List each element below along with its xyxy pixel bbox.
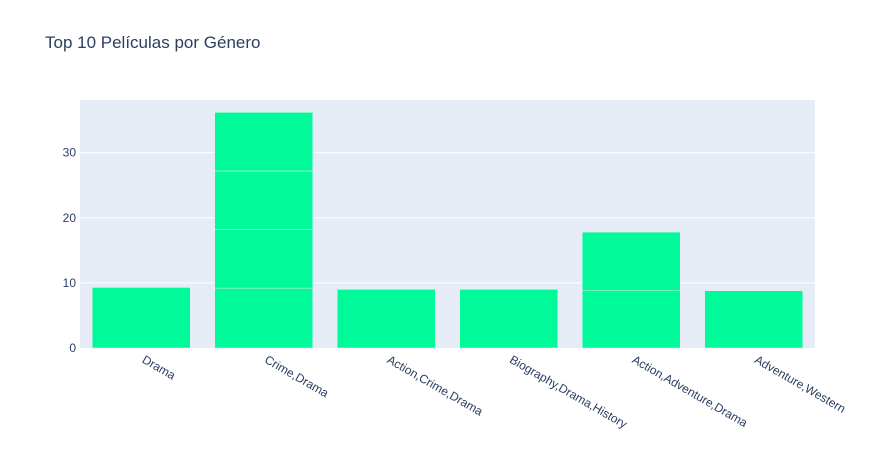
bar-segment[interactable] xyxy=(337,289,436,349)
y-tick-label: 10 xyxy=(63,276,77,290)
x-tick-label: Drama xyxy=(140,352,178,382)
x-tick-label: Biography,Drama,History xyxy=(507,352,629,431)
x-tick-label: Action,Crime,Drama xyxy=(385,352,486,418)
bar-segment[interactable] xyxy=(582,231,681,291)
bar-segment[interactable] xyxy=(214,112,313,172)
y-tick-label: 0 xyxy=(69,341,76,355)
gridlines xyxy=(80,152,815,284)
chart-title: Top 10 Películas por Género xyxy=(45,33,261,52)
bar-segment[interactable] xyxy=(459,289,558,349)
x-tick-label: Crime,Drama xyxy=(262,352,331,400)
y-tick-label: 20 xyxy=(63,211,77,225)
x-axis-ticks: Drama Crime,Drama Action,Crime,Drama Biogra… xyxy=(140,352,848,431)
y-tick-label: 30 xyxy=(63,146,77,160)
y-axis-ticks: 0 10 20 30 xyxy=(63,146,77,355)
x-tick-label: Action,Adventure,Drama xyxy=(630,352,750,430)
x-tick-label: Adventure,Western xyxy=(752,352,848,415)
bars xyxy=(92,112,803,349)
bar-segment[interactable] xyxy=(92,287,191,349)
bar-segment[interactable] xyxy=(582,290,681,349)
bar-segment[interactable] xyxy=(214,287,313,349)
bar-segment[interactable] xyxy=(214,170,313,230)
bar-segment[interactable] xyxy=(704,290,803,349)
bar-segment[interactable] xyxy=(214,229,313,289)
plot-background xyxy=(80,100,815,348)
